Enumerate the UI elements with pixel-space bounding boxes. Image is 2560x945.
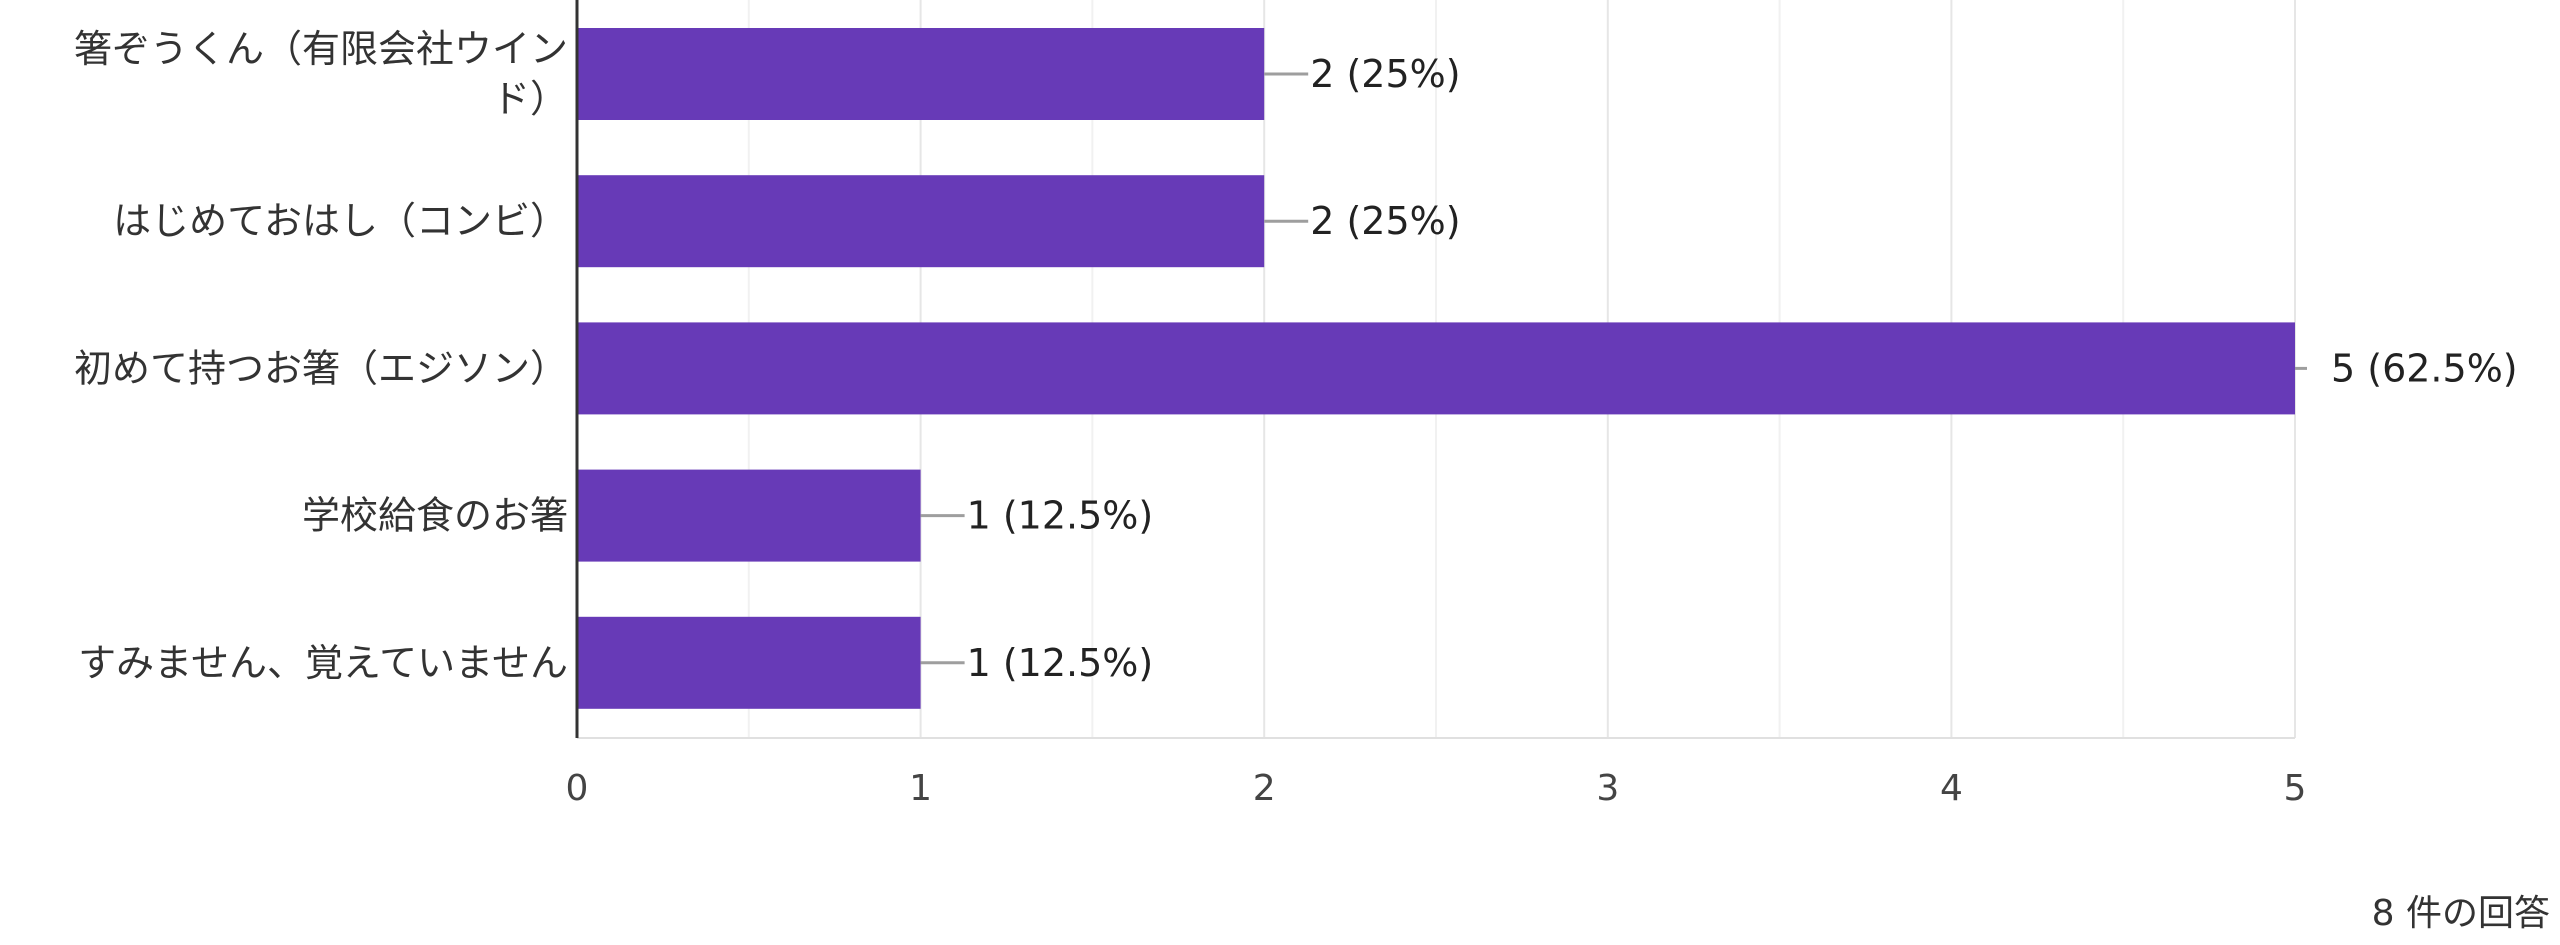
- data-label: 5 (62.5%): [2331, 346, 2518, 390]
- bar: [577, 28, 1265, 120]
- data-label: 1 (12.5%): [967, 494, 1154, 538]
- x-tick-label: 3: [1596, 768, 1619, 809]
- response-count: 8 件の回答: [2372, 893, 2550, 934]
- bars-layer: [577, 28, 2295, 709]
- category-label: 学校給食のお箸: [302, 494, 568, 538]
- category-label: すみません、覚えていません: [78, 641, 568, 685]
- category-label: はじめておはし（コンビ）: [113, 199, 568, 243]
- bar: [577, 175, 1265, 268]
- axis-layer: 0 1 2 3 4 5: [566, 0, 2307, 809]
- data-label: 2 (25%): [1310, 199, 1460, 243]
- x-tick-label: 1: [909, 768, 932, 809]
- bar: [577, 616, 921, 709]
- bar: [577, 469, 921, 562]
- x-tick-label: 0: [566, 768, 589, 809]
- category-label: 初めて持つお箸（エジソン）: [74, 346, 568, 390]
- x-tick-label: 4: [1940, 768, 1963, 809]
- data-label: 1 (12.5%): [967, 641, 1154, 685]
- category-label: ド）: [492, 77, 568, 121]
- data-label: 2 (25%): [1310, 52, 1460, 96]
- bar: [577, 322, 2295, 415]
- category-label: 箸ぞうくん（有限会社ウイン: [74, 27, 568, 71]
- x-tick-label: 2: [1253, 768, 1276, 809]
- x-tick-label: 5: [2284, 768, 2307, 809]
